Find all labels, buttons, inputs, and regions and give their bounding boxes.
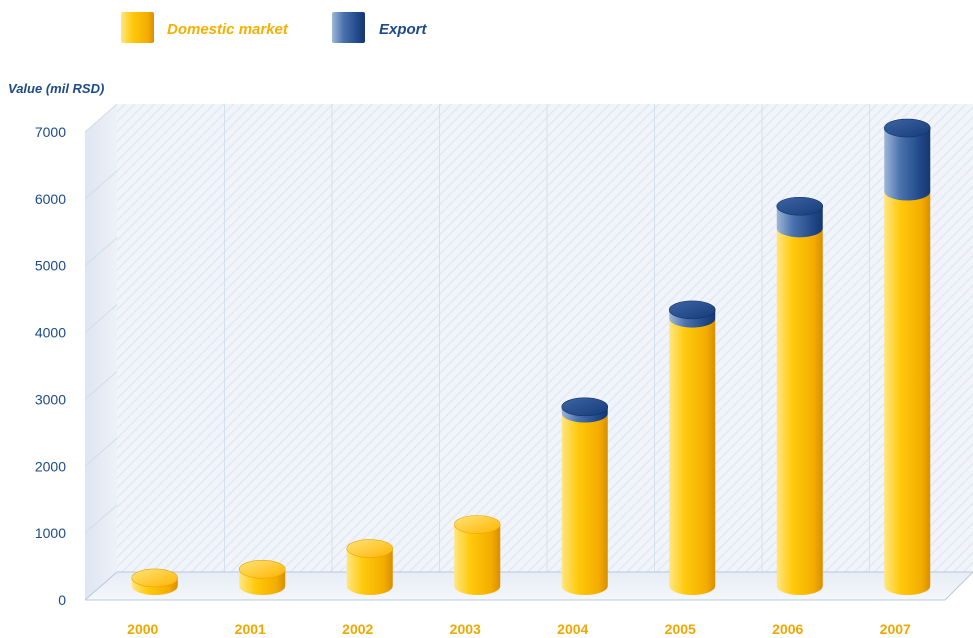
legend: Domestic market Export — [121, 12, 428, 43]
y-tick-label: 4000 — [35, 325, 66, 341]
legend-item-domestic: Domestic market — [121, 12, 289, 43]
bar-domestic-2007 — [884, 192, 930, 595]
bar-2002 — [347, 540, 393, 595]
bar-top-domestic-2003 — [454, 515, 500, 533]
bar-2006 — [777, 197, 823, 595]
bar-top-export-2005 — [669, 301, 715, 319]
x-tick-label: 2002 — [342, 621, 373, 637]
y-tick-label: 1000 — [35, 525, 66, 541]
y-tick-label: 2000 — [35, 458, 66, 474]
bar-2004 — [562, 398, 608, 595]
x-tick-label: 2004 — [557, 621, 588, 637]
y-tick-label: 7000 — [35, 124, 66, 140]
legend-swatch-domestic — [121, 12, 154, 43]
bar-2001 — [239, 560, 285, 595]
x-tick-label: 2006 — [772, 621, 803, 637]
x-tick-label: 2001 — [235, 621, 266, 637]
left-wall — [85, 104, 117, 600]
bar-2000 — [132, 569, 178, 595]
bar-domestic-2003 — [454, 524, 500, 595]
floor — [85, 572, 973, 600]
y-tick-label: 0 — [58, 592, 66, 608]
bar-domestic-2006 — [777, 228, 823, 595]
y-axis-ticks: 0 1000 2000 3000 4000 5000 6000 7000 — [35, 124, 66, 608]
bar-top-domestic-2002 — [347, 540, 393, 558]
bar-domestic-2004 — [562, 414, 608, 595]
legend-label-export: Export — [379, 21, 428, 38]
bar-2007 — [884, 119, 930, 595]
bar-top-export-2004 — [562, 398, 608, 416]
x-axis-ticks: 2000 2001 2002 2003 2004 2005 2006 2007 — [127, 621, 911, 637]
y-tick-label: 5000 — [35, 258, 66, 274]
plot-area — [85, 104, 973, 600]
x-tick-label: 2005 — [665, 621, 696, 637]
bar-top-domestic-2001 — [239, 560, 285, 578]
y-axis-label: Value (mil RSD) — [8, 81, 104, 96]
bar-domestic-2005 — [669, 319, 715, 595]
x-tick-label: 2003 — [450, 621, 481, 637]
x-tick-label: 2007 — [880, 621, 911, 637]
legend-label-domestic: Domestic market — [167, 21, 289, 38]
bar-export-2007 — [884, 128, 930, 201]
y-tick-label: 3000 — [35, 391, 66, 407]
x-tick-label: 2000 — [127, 621, 158, 637]
bar-top-domestic-2000 — [132, 569, 178, 587]
bar-2003 — [454, 515, 500, 595]
legend-item-export: Export — [332, 12, 428, 43]
bar-top-export-2006 — [777, 197, 823, 215]
back-wall — [117, 104, 973, 572]
y-tick-label: 6000 — [35, 191, 66, 207]
legend-swatch-export — [332, 12, 365, 43]
bar-top-export-2007 — [884, 119, 930, 137]
bar-2005 — [669, 301, 715, 595]
